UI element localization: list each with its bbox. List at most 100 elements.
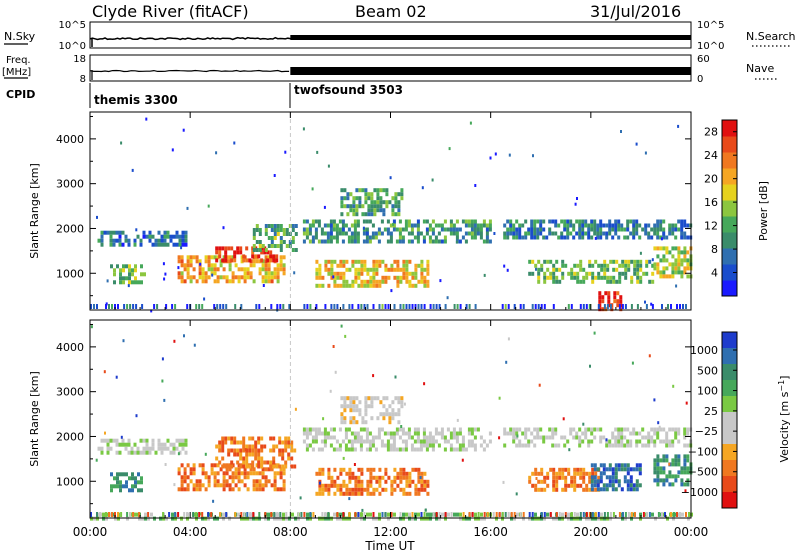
data-cell — [269, 250, 273, 255]
data-cell — [273, 224, 277, 228]
velocity-colorbar-tick-label: −100 — [688, 445, 718, 458]
data-cell — [336, 487, 340, 492]
data-cell — [476, 427, 480, 432]
data-cell — [607, 291, 611, 296]
noise-point — [114, 512, 116, 517]
data-cell — [375, 283, 379, 288]
data-cell — [534, 487, 538, 492]
data-cell — [644, 227, 648, 232]
data-cell — [366, 491, 370, 496]
data-cell — [338, 427, 342, 432]
data-cell — [227, 448, 231, 453]
data-cell — [396, 471, 400, 476]
data-cell — [258, 516, 261, 521]
scatter-point — [390, 289, 393, 293]
data-cell — [593, 479, 597, 484]
data-cell — [379, 188, 383, 193]
data-cell — [390, 267, 394, 272]
data-cell — [357, 487, 361, 492]
data-cell — [339, 516, 342, 521]
data-cell — [172, 442, 176, 447]
data-cell — [397, 400, 401, 405]
data-cell — [371, 231, 375, 236]
data-cell — [327, 283, 331, 288]
data-cell — [428, 235, 432, 240]
data-cell — [611, 487, 615, 492]
data-cell — [354, 267, 358, 272]
data-cell — [326, 431, 330, 436]
data-cell — [370, 204, 374, 209]
noise-point — [630, 304, 633, 309]
data-cell — [632, 219, 636, 224]
data-cell — [270, 224, 274, 228]
noise-point — [670, 512, 672, 517]
data-cell — [128, 488, 131, 493]
data-cell — [397, 212, 401, 217]
data-cell — [339, 512, 342, 517]
data-cell — [449, 435, 453, 440]
data-cell — [224, 258, 228, 263]
data-cell — [333, 467, 337, 472]
data-cell — [240, 479, 244, 484]
data-cell — [437, 443, 441, 448]
data-cell — [351, 259, 355, 264]
data-cell — [422, 239, 426, 244]
data-cell — [405, 259, 409, 264]
data-cell — [261, 483, 265, 488]
data-cell — [276, 275, 280, 280]
data-cell — [671, 443, 675, 448]
data-cell — [623, 227, 627, 232]
data-cell — [373, 396, 377, 401]
data-cell — [546, 275, 550, 280]
data-cell — [234, 467, 238, 472]
data-cell — [414, 267, 418, 272]
scatter-point — [502, 480, 505, 484]
data-cell — [227, 246, 231, 251]
noise-point — [303, 304, 306, 309]
data-cell — [617, 479, 621, 484]
data-cell — [323, 435, 327, 440]
data-cell — [479, 435, 483, 440]
data-cell — [428, 431, 432, 436]
scatter-point — [193, 343, 196, 347]
data-cell — [381, 259, 385, 264]
noise-point — [96, 304, 98, 309]
data-cell — [113, 476, 116, 481]
data-cell — [353, 227, 357, 232]
data-cell — [351, 491, 355, 496]
data-cell — [360, 491, 364, 496]
data-cell — [570, 275, 574, 280]
data-cell — [330, 263, 334, 268]
data-cell — [665, 439, 669, 444]
data-cell — [387, 267, 391, 272]
data-cell — [267, 512, 270, 517]
data-cell — [674, 223, 678, 228]
data-cell — [189, 479, 193, 484]
data-cell — [555, 279, 559, 284]
data-cell — [258, 479, 262, 484]
data-cell — [665, 274, 669, 279]
data-cell — [255, 259, 259, 264]
scatter-point — [631, 361, 634, 365]
scatter-point — [668, 462, 671, 466]
data-cell — [614, 227, 618, 232]
data-cell — [399, 516, 402, 521]
noise-point — [579, 304, 582, 309]
data-cell — [614, 443, 618, 448]
data-cell — [218, 460, 222, 465]
data-cell — [181, 238, 185, 243]
data-cell — [347, 447, 351, 452]
data-cell — [345, 491, 349, 496]
data-cell — [224, 440, 228, 445]
data-cell — [674, 262, 678, 267]
data-cell — [629, 231, 633, 236]
data-cell — [100, 234, 104, 239]
data-cell — [473, 427, 477, 432]
data-cell — [180, 463, 184, 468]
data-cell — [402, 263, 406, 268]
data-cell — [228, 487, 232, 492]
data-cell — [587, 227, 591, 232]
data-cell — [602, 463, 606, 468]
data-cell — [636, 275, 640, 280]
